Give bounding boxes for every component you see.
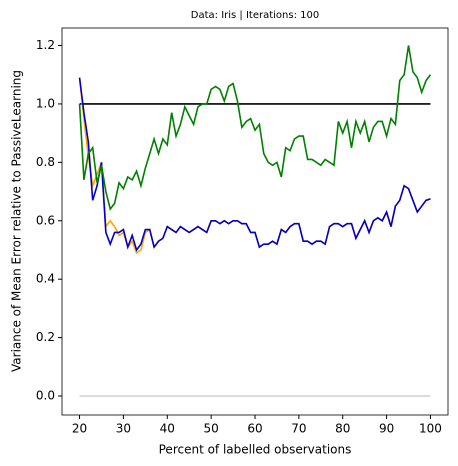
chart-title: Data: Iris | Iterations: 100	[191, 10, 319, 21]
x-tick-label: 60	[247, 422, 262, 436]
series-line	[78, 45, 432, 211]
y-tick-label: 1.0	[36, 96, 55, 110]
y-tick-label: 0.0	[36, 389, 55, 403]
y-tick-label: 0.4	[36, 272, 55, 286]
x-tick-label: 90	[379, 422, 394, 436]
y-axis-label: Variance of Mean Error relative to Passi…	[10, 70, 24, 372]
y-tick-label: 1.2	[36, 38, 55, 52]
x-tick-label: 50	[203, 422, 218, 436]
y-tick-label: 0.8	[36, 155, 55, 169]
x-tick-label: 80	[335, 422, 350, 436]
x-tick-label: 70	[291, 422, 306, 436]
y-tick-label: 0.2	[36, 330, 55, 344]
x-tick-label: 40	[160, 422, 175, 436]
series-line	[78, 77, 431, 252]
x-axis-label: Percent of labelled observations	[159, 443, 352, 457]
x-tick-label: 30	[116, 422, 131, 436]
y-tick-label: 0.6	[36, 213, 55, 227]
x-tick-label: 100	[419, 422, 442, 436]
x-tick-label: 20	[72, 422, 87, 436]
